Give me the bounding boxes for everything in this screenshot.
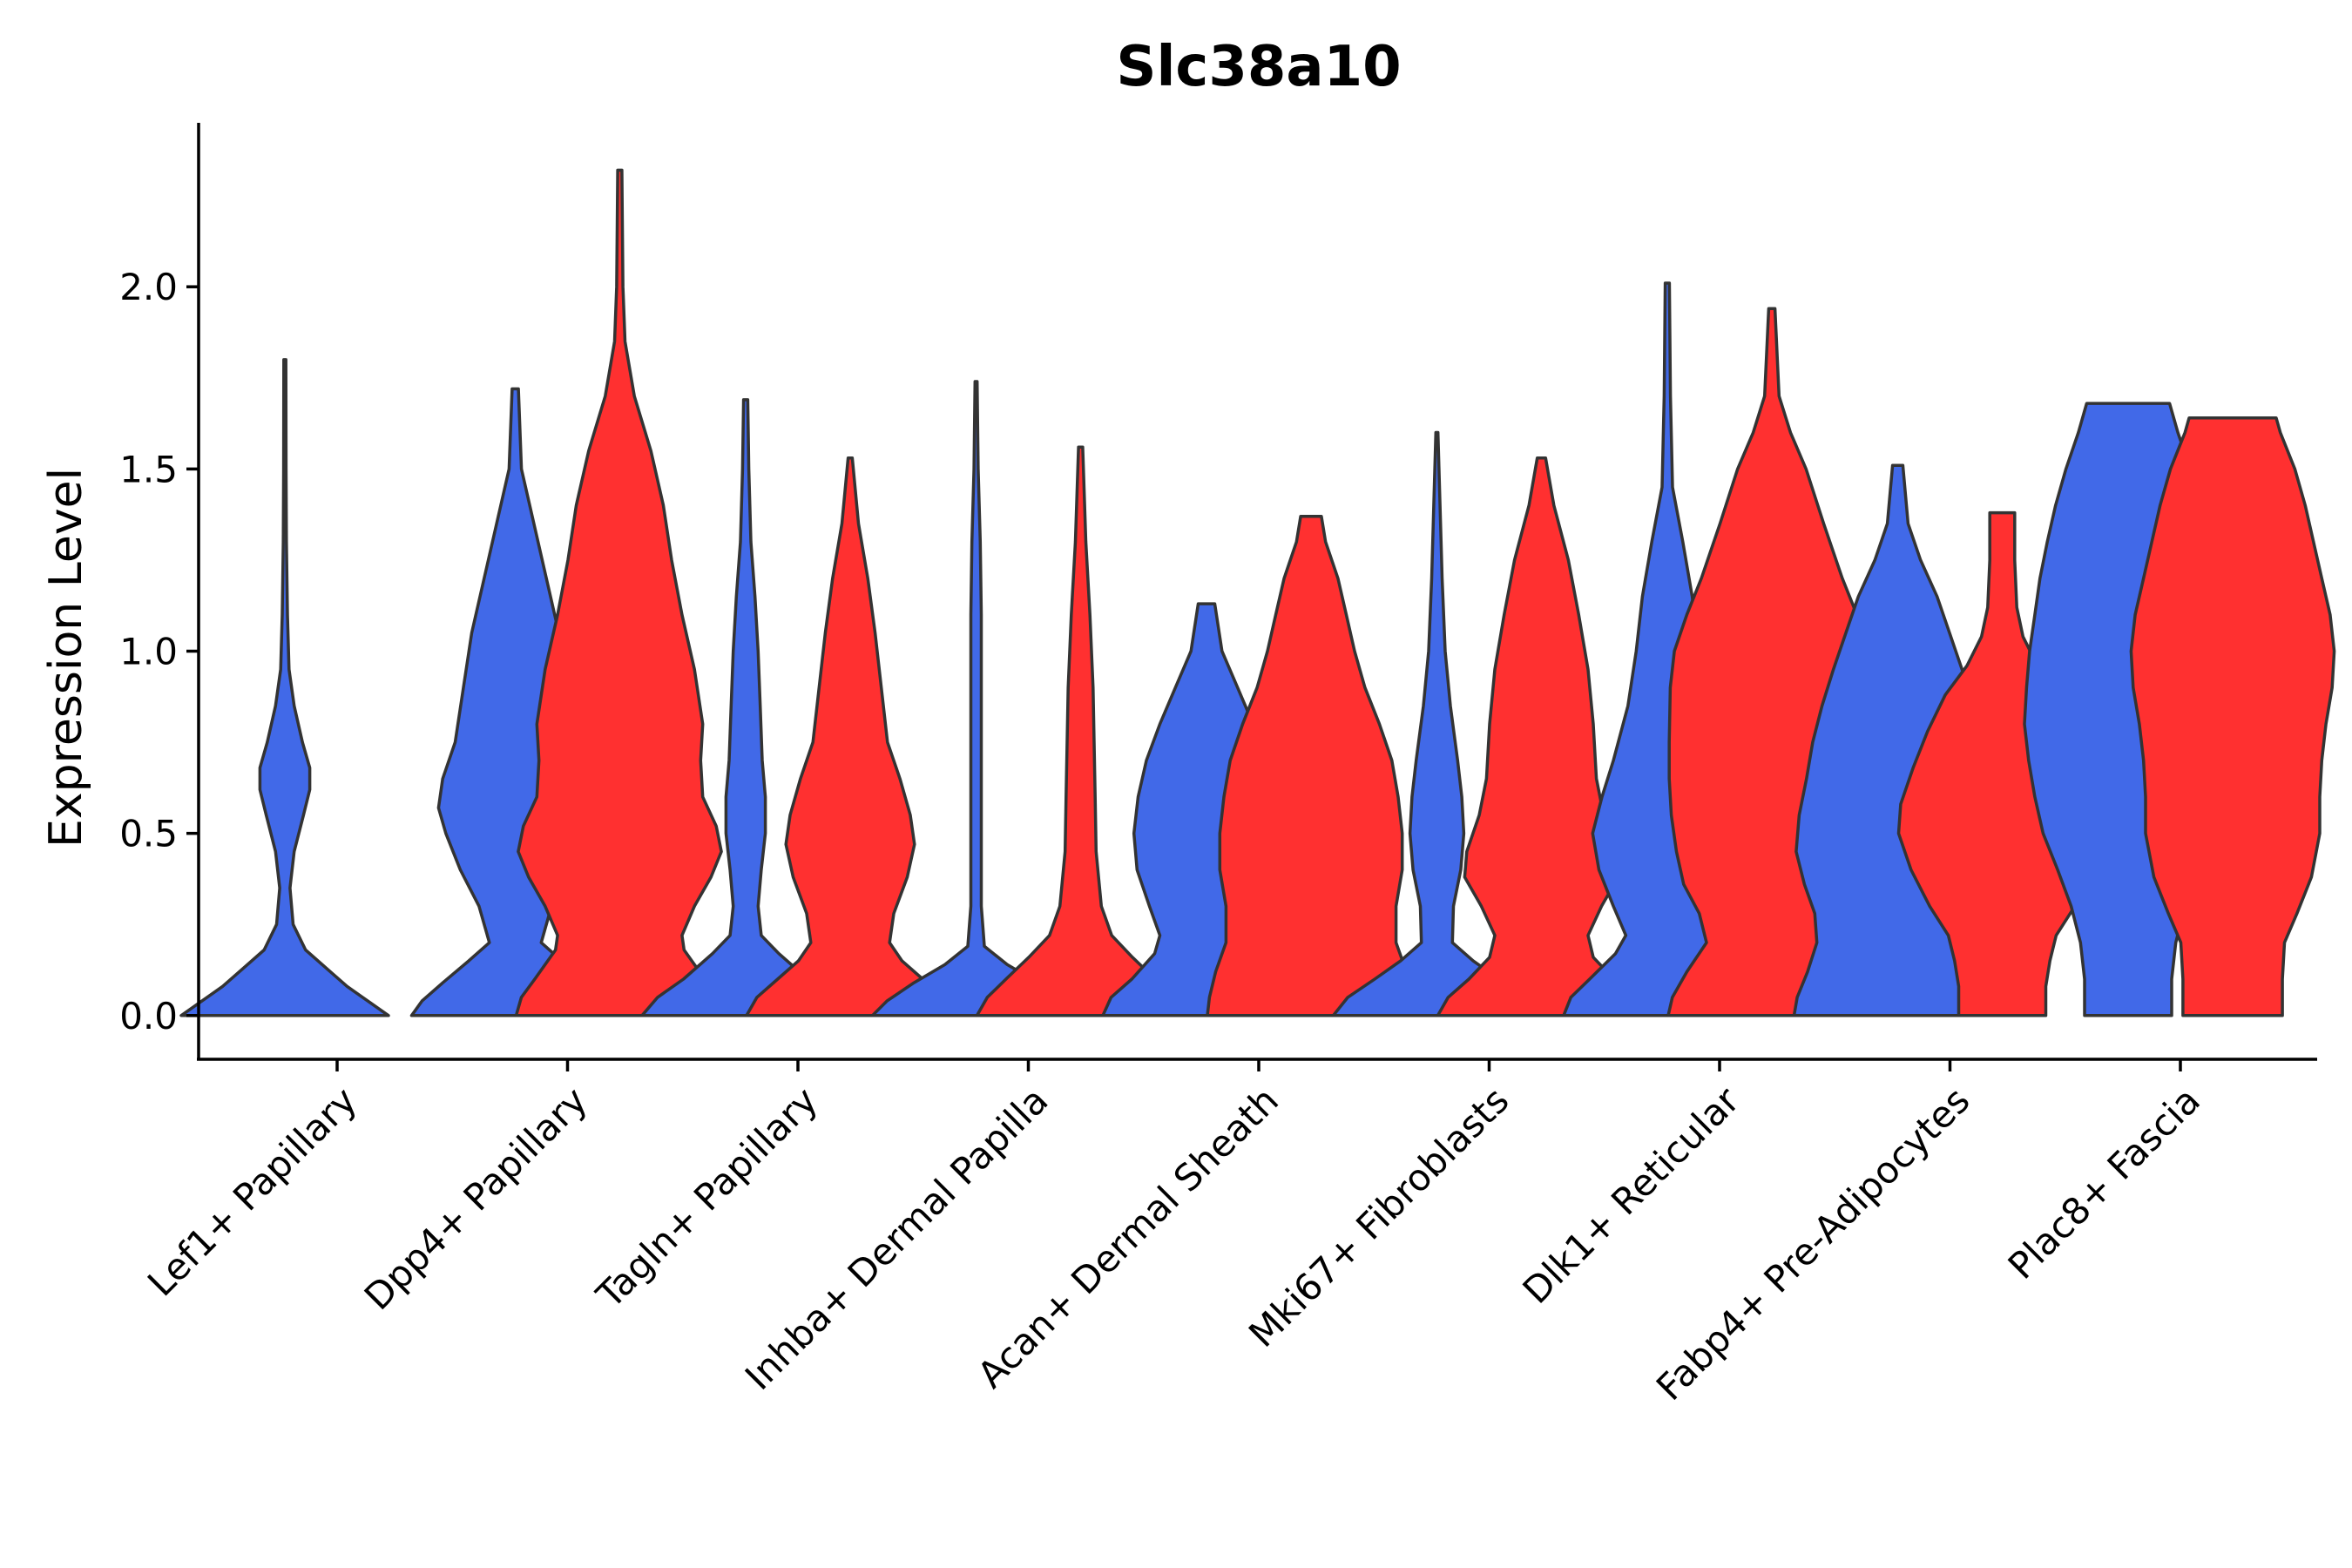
y-tick-label: 2.0 <box>119 266 178 308</box>
x-tick-label: Dlk1+ Reticular <box>1515 1078 1748 1312</box>
y-tick-label: 0.5 <box>119 813 178 855</box>
x-tick-label: Dpp4+ Papillary <box>356 1078 596 1318</box>
violin-red <box>514 168 726 1017</box>
y-tick-label: 1.5 <box>119 448 178 490</box>
y-axis: 0.0 0.5 1.0 1.5 2.0 <box>119 123 200 1059</box>
chart-title: Slc38a10 <box>1116 35 1401 99</box>
violin-group <box>179 168 2336 1017</box>
violin-blue <box>1331 430 1543 1017</box>
y-tick-label: 0.0 <box>119 995 178 1037</box>
y-tick-label: 1.0 <box>119 631 178 673</box>
violin-blue <box>870 380 1082 1017</box>
x-tick-label: Mki67+ Fibroblasts <box>1240 1078 1517 1355</box>
y-axis-label: Expression Level <box>40 468 92 848</box>
violin-red <box>745 456 956 1017</box>
x-tick-label: Tagln+ Papillary <box>588 1078 826 1316</box>
violin-red <box>975 445 1186 1017</box>
x-tick-label: Lef1+ Papillary <box>139 1078 365 1304</box>
violin-blue <box>640 398 851 1017</box>
violin-red <box>2129 416 2336 1017</box>
x-tick-label: Plac8+ Fascia <box>2000 1078 2208 1287</box>
violin-red <box>1206 515 1416 1017</box>
violin-blue <box>179 358 390 1017</box>
violin-red <box>1436 456 1647 1017</box>
